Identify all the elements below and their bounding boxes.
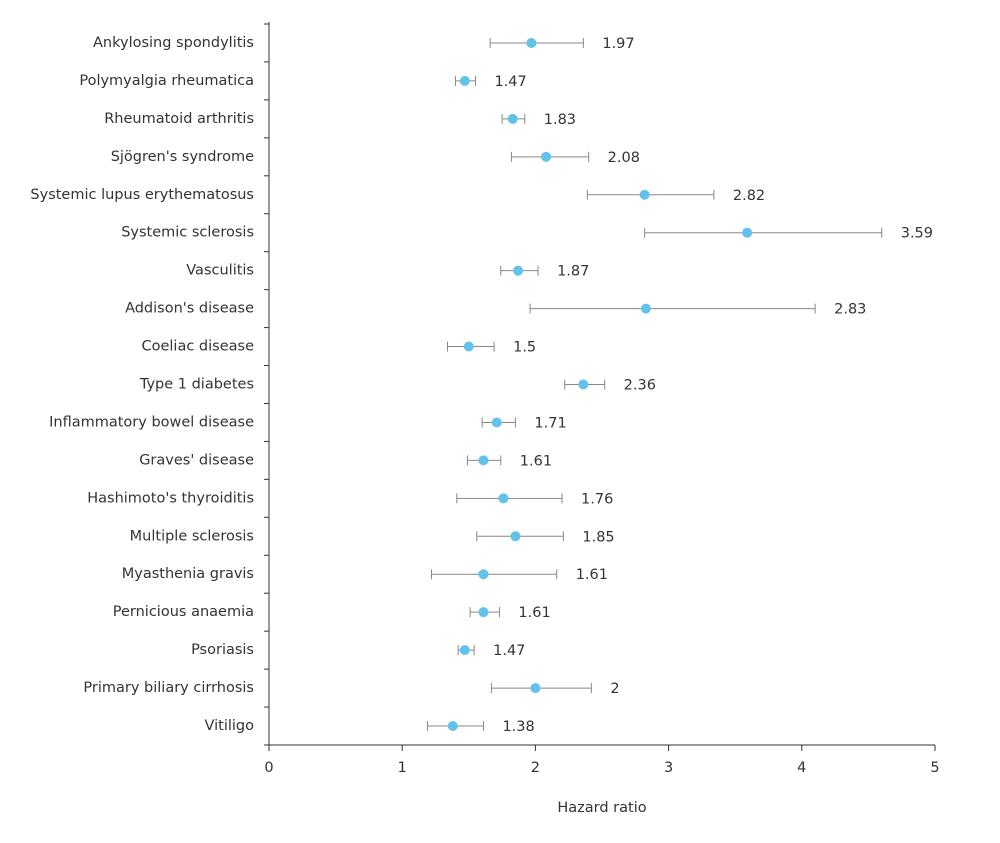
value-label: 1.61: [576, 567, 608, 583]
y-tick-label: Vitiligo: [205, 718, 255, 734]
y-tick-label: Hashimoto's thyroiditis: [87, 490, 254, 506]
y-tick-label: Coeliac disease: [141, 339, 254, 355]
y-tick-label: Vasculitis: [186, 263, 254, 279]
point: [498, 493, 509, 504]
x-tick-label: 2: [531, 760, 540, 776]
point: [639, 189, 650, 200]
x-tick-label: 4: [797, 760, 806, 776]
x-axis-title: Hazard ratio: [557, 800, 646, 816]
x-tick-label: 1: [398, 760, 407, 776]
value-label: 1.76: [581, 491, 613, 507]
value-label: 3.59: [901, 226, 933, 242]
y-tick-label: Myasthenia gravis: [122, 566, 254, 582]
y-tick-label: Multiple sclerosis: [130, 528, 254, 544]
value-label: 1.97: [602, 36, 634, 52]
value-label: 1.47: [493, 643, 525, 659]
point: [447, 721, 458, 732]
point: [510, 531, 521, 542]
y-tick-label: Systemic lupus erythematosus: [30, 187, 254, 203]
value-label: 1.83: [544, 112, 576, 128]
y-tick-label: Primary biliary cirrhosis: [83, 680, 254, 696]
y-tick-label: Graves' disease: [139, 452, 254, 468]
value-label: 2.08: [608, 150, 640, 166]
value-label: 1.38: [502, 719, 534, 735]
value-label: 1.61: [520, 453, 552, 469]
point: [530, 683, 541, 694]
x-tick-label: 0: [264, 760, 273, 776]
x-tick-label: 3: [664, 760, 673, 776]
point: [513, 265, 524, 276]
value-label: 1.71: [534, 415, 566, 431]
point: [742, 227, 753, 238]
point: [526, 37, 537, 48]
y-tick-label: Addison's disease: [125, 301, 254, 317]
x-tick-label: 5: [930, 760, 939, 776]
value-label: 2.82: [733, 188, 765, 204]
point: [463, 341, 474, 352]
y-tick-label: Systemic sclerosis: [121, 225, 254, 241]
y-tick-label: Type 1 diabetes: [139, 377, 254, 393]
value-label: 1.61: [518, 605, 550, 621]
point: [459, 645, 470, 656]
value-label: 2.83: [834, 302, 866, 318]
point: [491, 417, 502, 428]
point: [478, 569, 489, 580]
y-tick-label: Sjögren's syndrome: [111, 149, 254, 165]
point: [578, 379, 589, 390]
y-tick-label: Polymyalgia rheumatica: [79, 73, 254, 89]
point: [478, 607, 489, 618]
y-tick-label: Inflammatory bowel disease: [49, 414, 254, 430]
y-tick-label: Psoriasis: [191, 642, 254, 658]
point: [541, 151, 552, 162]
point: [507, 113, 518, 124]
point: [478, 455, 489, 466]
value-label: 2.36: [624, 378, 656, 394]
point: [459, 75, 470, 86]
value-label: 2: [610, 681, 619, 697]
point: [640, 303, 651, 314]
value-label: 1.47: [494, 74, 526, 90]
value-label: 1.87: [557, 264, 589, 280]
y-tick-label: Ankylosing spondylitis: [93, 35, 254, 51]
value-label: 1.5: [513, 340, 536, 356]
y-tick-label: Pernicious anaemia: [113, 604, 254, 620]
y-tick-label: Rheumatoid arthritis: [104, 111, 254, 127]
value-label: 1.85: [582, 529, 614, 545]
